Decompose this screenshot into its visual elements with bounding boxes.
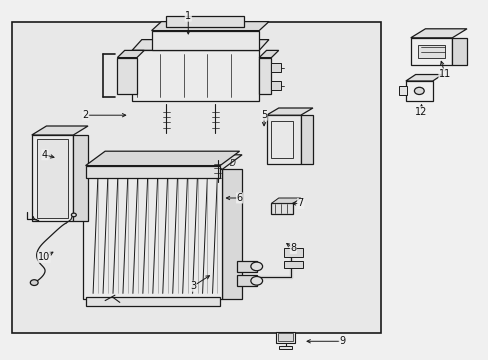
Bar — [410, 38, 451, 65]
Bar — [32, 135, 73, 221]
Polygon shape — [410, 29, 466, 38]
Polygon shape — [259, 50, 278, 58]
Polygon shape — [271, 198, 300, 203]
Bar — [417, 45, 444, 58]
Bar — [278, 333, 292, 341]
Polygon shape — [266, 108, 312, 115]
Bar — [85, 166, 220, 178]
Text: 10: 10 — [38, 252, 50, 262]
Bar — [12, 22, 381, 333]
Bar — [271, 81, 281, 90]
Bar — [85, 297, 220, 306]
Circle shape — [30, 280, 38, 285]
Bar — [166, 16, 244, 27]
Polygon shape — [222, 169, 242, 299]
Text: D: D — [229, 159, 235, 168]
Text: 2: 2 — [82, 110, 88, 120]
Bar — [237, 261, 256, 272]
Polygon shape — [117, 50, 144, 58]
Bar — [276, 332, 294, 343]
Circle shape — [250, 262, 262, 271]
Polygon shape — [73, 135, 88, 221]
Polygon shape — [85, 151, 239, 166]
Text: 1: 1 — [185, 11, 191, 21]
Bar — [283, 261, 303, 268]
Bar — [83, 169, 222, 299]
Bar — [132, 50, 259, 101]
Text: 11: 11 — [438, 69, 450, 79]
Text: 4: 4 — [42, 150, 48, 160]
Text: 9: 9 — [339, 336, 345, 346]
Polygon shape — [151, 22, 268, 31]
Circle shape — [414, 87, 423, 95]
Bar — [237, 275, 256, 286]
Bar — [271, 63, 281, 72]
Text: 6: 6 — [236, 193, 242, 203]
Bar — [37, 139, 68, 218]
Bar — [271, 203, 293, 214]
Text: 7: 7 — [297, 198, 303, 208]
Bar — [283, 248, 303, 257]
Polygon shape — [405, 75, 442, 81]
Bar — [278, 346, 292, 349]
Text: 3: 3 — [190, 281, 196, 291]
Bar — [405, 81, 432, 101]
Polygon shape — [132, 40, 268, 50]
Text: 8: 8 — [290, 243, 296, 253]
Polygon shape — [83, 155, 242, 169]
Bar — [151, 31, 259, 50]
Polygon shape — [300, 115, 312, 164]
Bar — [259, 58, 271, 94]
Text: 5: 5 — [261, 110, 266, 120]
Bar — [266, 115, 300, 164]
Circle shape — [71, 213, 76, 217]
Bar — [271, 121, 293, 158]
Bar — [117, 58, 137, 94]
Bar — [398, 86, 407, 95]
Circle shape — [250, 276, 262, 285]
Polygon shape — [451, 38, 466, 65]
Polygon shape — [32, 126, 88, 135]
Text: 12: 12 — [414, 107, 427, 117]
